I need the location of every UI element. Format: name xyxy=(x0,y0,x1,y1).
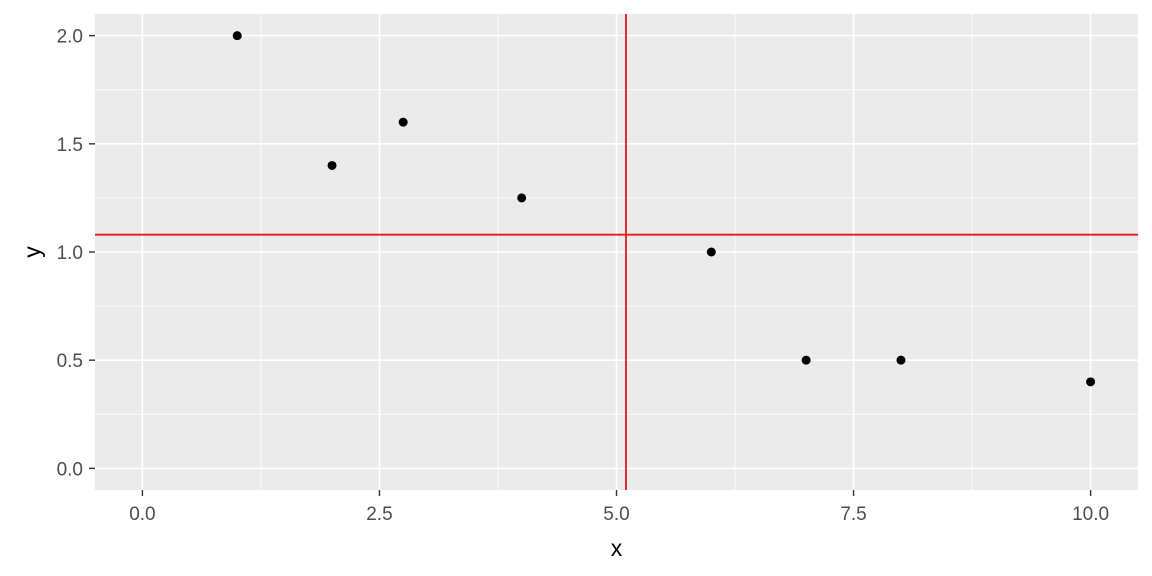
y-axis: 0.0 0.5 1.0 1.5 2.0 xyxy=(57,27,95,480)
y-tick-label: 2.0 xyxy=(57,27,83,48)
data-point xyxy=(327,160,337,170)
y-tick-label: 1.5 xyxy=(57,135,83,156)
data-point xyxy=(517,193,527,203)
data-point xyxy=(801,355,811,365)
x-tick-label: 2.5 xyxy=(366,504,392,525)
y-tick-label: 0.5 xyxy=(57,351,83,372)
x-tick-label: 5.0 xyxy=(603,504,629,525)
data-point xyxy=(896,355,906,365)
reference-lines xyxy=(95,14,1138,490)
y-tick-label: 0.0 xyxy=(57,459,83,480)
data-point xyxy=(398,117,408,127)
data-point xyxy=(706,247,716,257)
data-point xyxy=(232,31,242,41)
data-points xyxy=(232,31,1096,387)
x-axis: 0.0 2.5 5.0 7.5 10.0 xyxy=(129,490,1109,525)
grid-lines xyxy=(95,14,1138,490)
data-point xyxy=(1086,377,1096,387)
x-tick-label: 10.0 xyxy=(1072,504,1109,525)
x-tick-label: 7.5 xyxy=(840,504,866,525)
x-axis-title: x xyxy=(611,535,623,561)
y-axis-title: y xyxy=(19,246,45,258)
y-tick-label: 1.0 xyxy=(57,243,83,264)
x-tick-label: 0.0 xyxy=(129,504,155,525)
